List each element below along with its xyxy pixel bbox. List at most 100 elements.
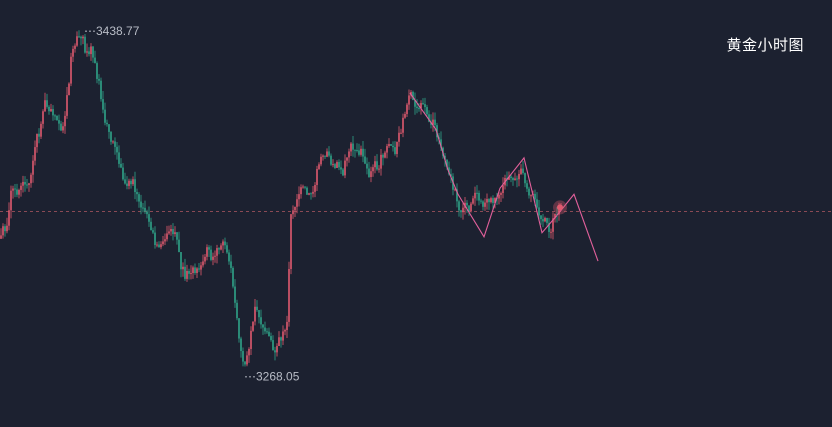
candle-body <box>396 141 398 154</box>
candle-body <box>522 168 524 174</box>
candle-body <box>58 120 60 124</box>
candle-body <box>246 355 248 365</box>
candle-body <box>62 126 64 131</box>
candle-body <box>162 241 164 245</box>
candle-body <box>268 331 270 337</box>
candle-body <box>78 36 80 38</box>
candle-body <box>314 185 316 192</box>
candle-body <box>248 348 250 356</box>
candle-body <box>238 318 240 339</box>
candle-body <box>418 108 420 110</box>
candle-body <box>388 144 390 147</box>
candle-body <box>322 155 324 157</box>
candle-body <box>40 123 42 137</box>
candle-body <box>72 48 74 57</box>
low-price-label: 3268.05 <box>256 369 300 383</box>
candle-body <box>130 180 132 185</box>
candle-body <box>542 219 544 222</box>
candle-body <box>352 143 354 150</box>
candle-body <box>366 163 368 169</box>
candle-body <box>150 221 152 231</box>
candle-body <box>434 119 436 126</box>
candle-body <box>22 181 24 186</box>
candle-body <box>192 267 194 274</box>
candle-body <box>416 106 418 109</box>
candle-body <box>480 200 482 202</box>
candle-body <box>56 115 58 121</box>
candle-body <box>340 167 342 170</box>
candle-body <box>432 119 434 125</box>
candle-body <box>412 91 414 100</box>
candle-body <box>154 232 156 246</box>
candle-body <box>448 167 450 175</box>
high-price-label: 3438.77 <box>96 24 140 38</box>
candle-body <box>500 192 502 195</box>
candle-body <box>512 178 514 181</box>
candle-body <box>472 198 474 204</box>
candle-body <box>64 115 66 127</box>
candle-body <box>286 321 288 331</box>
current-price-marker <box>557 204 563 211</box>
candle-body <box>240 338 242 352</box>
candle-body <box>306 187 308 195</box>
candle-body <box>492 198 494 203</box>
candle-body <box>220 245 222 250</box>
candle-body <box>108 124 110 132</box>
candle-body <box>552 218 554 232</box>
candle-body <box>12 188 14 191</box>
candle-body <box>260 317 262 325</box>
candle-body <box>482 201 484 207</box>
candle-body <box>166 233 168 240</box>
candle-body <box>288 269 290 322</box>
candle-body <box>152 230 154 233</box>
candle-body <box>400 132 402 134</box>
candle-body <box>274 350 276 353</box>
candle-body <box>82 36 84 39</box>
candle-body <box>76 36 78 46</box>
candle-body <box>404 114 406 118</box>
candle-body <box>190 273 192 275</box>
candle-body <box>156 244 158 246</box>
candle-body <box>394 147 396 154</box>
low-label-dots: ⋯ <box>244 369 256 383</box>
candle-body <box>98 78 100 81</box>
candle-body <box>8 210 10 226</box>
candle-body <box>330 155 332 165</box>
candle-body <box>256 306 258 311</box>
candle-body <box>116 146 118 153</box>
candle-body <box>312 191 314 194</box>
candle-body <box>124 179 126 184</box>
candle-body <box>144 207 146 212</box>
candle-body <box>490 198 492 203</box>
candle-body <box>96 63 98 79</box>
candle-body <box>214 255 216 257</box>
candle-body <box>202 261 204 266</box>
candle-body <box>502 185 504 193</box>
candle-body <box>360 148 362 155</box>
candle-body <box>524 173 526 184</box>
candle-body <box>382 154 384 158</box>
candle-body <box>376 161 378 170</box>
candle-body <box>206 247 208 257</box>
candle-body <box>424 104 426 108</box>
candle-body <box>296 199 298 207</box>
candle-body <box>10 190 12 211</box>
candle-body <box>540 215 542 220</box>
candle-body <box>368 168 370 177</box>
candle-body <box>210 249 212 260</box>
candle-body <box>86 51 88 53</box>
candle-body <box>316 168 318 186</box>
candle-body <box>290 214 292 270</box>
candle-body <box>356 150 358 152</box>
candle-body <box>44 100 46 112</box>
candle-body <box>168 231 170 234</box>
candle-body <box>114 141 116 147</box>
candle-body <box>402 117 404 133</box>
candle-body <box>242 351 244 362</box>
candle-body <box>370 171 372 177</box>
candle-body <box>138 194 140 202</box>
candle-body <box>178 239 180 253</box>
candle-body <box>48 106 50 112</box>
candle-body <box>88 51 90 55</box>
